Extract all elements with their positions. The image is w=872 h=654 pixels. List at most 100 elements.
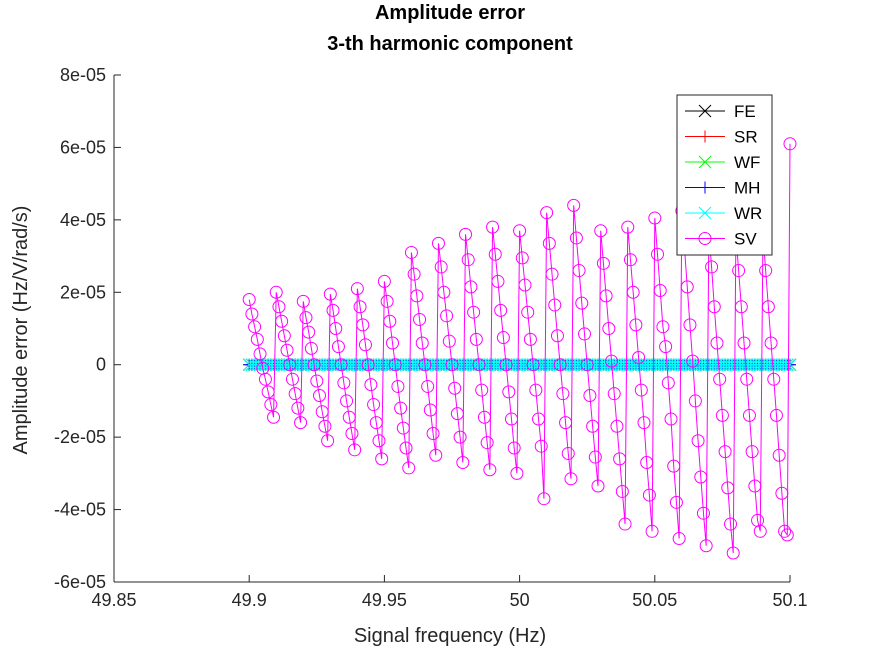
data-point-sv [586, 419, 600, 433]
data-point-sv [434, 260, 448, 274]
legend-swatch-marker-sr [699, 130, 711, 143]
data-point-sv [540, 206, 554, 220]
data-point-sv [502, 385, 516, 399]
data-point-sv [556, 387, 570, 401]
data-point-sv [669, 495, 683, 509]
data-point-sv [461, 253, 475, 267]
data-point-sv [713, 372, 727, 386]
data-point-sv [632, 350, 646, 364]
x-tick-label: 50 [510, 590, 530, 610]
data-point-sv [780, 528, 794, 542]
data-point-sv [499, 358, 513, 372]
data-point-sv [532, 412, 546, 426]
data-point-sv [515, 251, 529, 265]
data-point-sv [537, 492, 551, 506]
data-point-sv [526, 358, 540, 372]
data-point-sv [572, 264, 586, 278]
data-point-sv [321, 434, 335, 448]
data-point-sv [437, 285, 451, 299]
data-point-sv [391, 379, 405, 393]
data-point-sv [353, 300, 367, 314]
data-point-sv [699, 539, 713, 553]
data-point-sv [329, 322, 343, 335]
data-point-sv [523, 332, 537, 346]
data-point-sv [561, 446, 575, 460]
data-point-sv [356, 318, 370, 332]
data-point-sv [548, 298, 562, 312]
data-point-sv [367, 398, 381, 412]
data-point-sv [613, 452, 627, 466]
data-point-sv [504, 412, 518, 426]
data-point-sv [718, 445, 732, 459]
data-point-sv [275, 314, 289, 328]
data-point-sv [659, 340, 673, 354]
data-point-sv [258, 372, 272, 386]
data-point-sv [740, 372, 754, 386]
data-point-sv [591, 479, 605, 493]
data-point-sv [307, 358, 321, 372]
data-point-sv [267, 410, 281, 424]
data-point-sv [721, 481, 735, 495]
data-point-sv [342, 410, 356, 424]
data-point-sv [583, 388, 597, 402]
data-point-sv [496, 331, 510, 345]
data-point-wr [783, 358, 797, 372]
data-point-sv [388, 358, 402, 372]
data-point-sv [486, 220, 500, 234]
data-point-sv [261, 385, 275, 399]
data-point-sv [358, 338, 372, 352]
data-point-sv [618, 517, 632, 531]
data-point-sv [456, 455, 470, 469]
data-point-sv [759, 264, 773, 278]
y-tick-label: 8e-05 [60, 65, 106, 85]
data-point-sv [715, 408, 729, 422]
data-point-sv [253, 347, 267, 361]
data-point-sv [364, 378, 378, 392]
data-point-sv [648, 211, 662, 225]
data-point-sv [477, 410, 491, 424]
data-point-sv [783, 137, 797, 151]
data-point-sv [272, 300, 286, 314]
x-tick-label: 49.85 [91, 590, 136, 610]
data-point-sv [580, 358, 594, 372]
data-point-sv [369, 416, 383, 430]
data-point-sv [377, 274, 391, 288]
data-point-wr [780, 358, 794, 372]
data-point-sv [453, 430, 467, 444]
legend-box [676, 94, 773, 256]
data-point-sv [345, 427, 359, 441]
data-point-sv [394, 401, 408, 415]
data-point-sv [442, 334, 456, 348]
data-point-sv [745, 445, 759, 459]
data-point-sv [421, 379, 435, 393]
data-point-sv [769, 408, 783, 422]
data-point-sv [569, 231, 583, 245]
data-point-sv [450, 407, 464, 421]
data-point-sv [683, 318, 697, 332]
y-tick-label: 2e-05 [60, 282, 106, 302]
data-point-sv [404, 245, 418, 259]
data-point-sv [767, 372, 781, 386]
data-point-sv [510, 466, 524, 480]
data-point-sv [594, 224, 608, 238]
data-point-sv [588, 450, 602, 464]
data-point-sv [672, 532, 686, 546]
data-point-sv [459, 227, 473, 241]
x-tick-label: 50.1 [772, 590, 807, 610]
data-point-sv [472, 358, 486, 372]
data-point-sv [564, 472, 578, 486]
series-sv [242, 137, 797, 560]
data-point-sv [634, 383, 648, 397]
data-point-sv [621, 220, 635, 234]
data-point-sv [337, 376, 351, 390]
data-point-sv [488, 247, 502, 261]
data-point-sv [350, 282, 364, 296]
data-point-sv [596, 256, 610, 270]
data-point-sv [448, 381, 462, 395]
x-tick-label: 50.05 [632, 590, 677, 610]
data-point-sv [688, 394, 702, 408]
data-point-sv [607, 387, 621, 401]
data-point-sv [696, 506, 710, 520]
data-point-sv [605, 354, 619, 368]
